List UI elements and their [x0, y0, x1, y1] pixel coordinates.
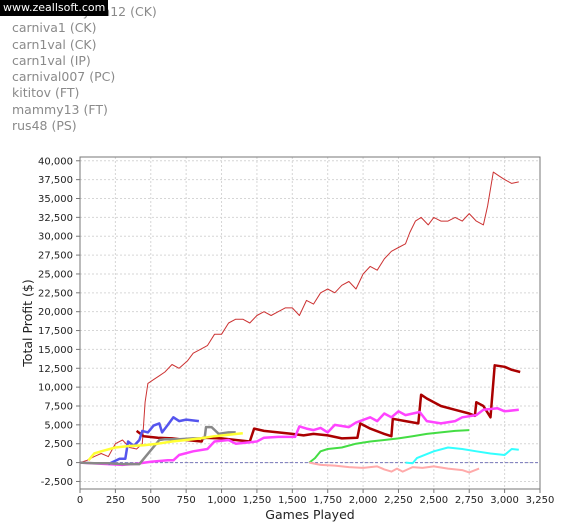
- y-tick-label: 5,000: [44, 420, 73, 431]
- x-tick-label: 1,750: [313, 495, 342, 506]
- series-line: [308, 429, 470, 464]
- legend-entry: mammy13 (FT): [12, 101, 108, 117]
- y-tick-label: 30,000: [38, 232, 73, 243]
- series-line: [107, 416, 200, 466]
- x-tick-label: 3,000: [490, 495, 519, 506]
- series-line: [79, 425, 236, 466]
- x-tick-label: 1,500: [278, 495, 307, 506]
- y-tick-label: 35,000: [38, 194, 73, 205]
- x-tick-label: 2,000: [349, 495, 378, 506]
- watermark: www.zeallsoft.com: [0, 0, 109, 16]
- series-line: [79, 171, 519, 464]
- legend-entry: carn1val (IP): [12, 52, 91, 68]
- y-tick-label: 17,500: [38, 326, 73, 337]
- y-axis-label: Total Profit ($): [20, 279, 35, 367]
- x-tick-label: 1,000: [207, 495, 236, 506]
- x-tick-label: 0: [77, 495, 83, 506]
- x-tick-label: 500: [141, 495, 160, 506]
- legend-entry: carniva1 (CK): [12, 20, 97, 36]
- y-tick-label: 10,000: [38, 383, 73, 394]
- series-line: [87, 431, 243, 462]
- y-tick-label: 15,000: [38, 345, 73, 356]
- profit-chart: 0 250 500 750 1,000 1,250 1,500 1,750 2,000 2,250…: [20, 156, 554, 522]
- legend-entry: carn1val (CK): [12, 36, 97, 52]
- y-tick-label: 22,500: [38, 288, 73, 299]
- legend-entry: carnival007 (PC): [12, 69, 116, 85]
- series-line: [405, 446, 519, 465]
- legend: mike Donnlydm12 (CK) carniva1 (CK) carn1…: [12, 4, 157, 134]
- plot-area-frame: [79, 156, 541, 490]
- x-tick-label: 2,250: [384, 495, 413, 506]
- legend-entry: rus48 (PS): [12, 118, 77, 134]
- x-axis-label: Games Played: [265, 507, 354, 522]
- y-tick-label: 25,000: [38, 269, 73, 280]
- x-tick-label: 2,750: [455, 495, 484, 506]
- x-tick-label: 250: [106, 495, 125, 506]
- y-tick-label: 20,000: [38, 307, 73, 318]
- x-tick-label: 1,250: [243, 495, 272, 506]
- y-tick-label: 0: [67, 458, 73, 469]
- y-tick-label: 32,500: [38, 213, 73, 224]
- axes: 0 250 500 750 1,000 1,250 1,500 1,750 2,000 2,250…: [38, 156, 554, 506]
- x-tick-label: 750: [177, 495, 196, 506]
- series: [79, 171, 521, 474]
- y-tick-label: 7,500: [44, 402, 73, 413]
- series-line: [79, 407, 519, 467]
- y-tick-label: 12,500: [38, 364, 73, 375]
- y-tick-label: 27,500: [38, 251, 73, 262]
- y-tick-label: 40,000: [38, 156, 73, 167]
- legend-entry: kititov (FT): [12, 85, 80, 101]
- x-tick-label: 3,250: [526, 495, 555, 506]
- y-tick-label: 2,500: [44, 439, 73, 450]
- grid: [79, 157, 541, 489]
- y-tick-label: 37,500: [38, 175, 73, 186]
- series-line: [309, 461, 480, 474]
- y-tick-label: -2,500: [41, 477, 73, 488]
- x-tick-label: 2,500: [420, 495, 449, 506]
